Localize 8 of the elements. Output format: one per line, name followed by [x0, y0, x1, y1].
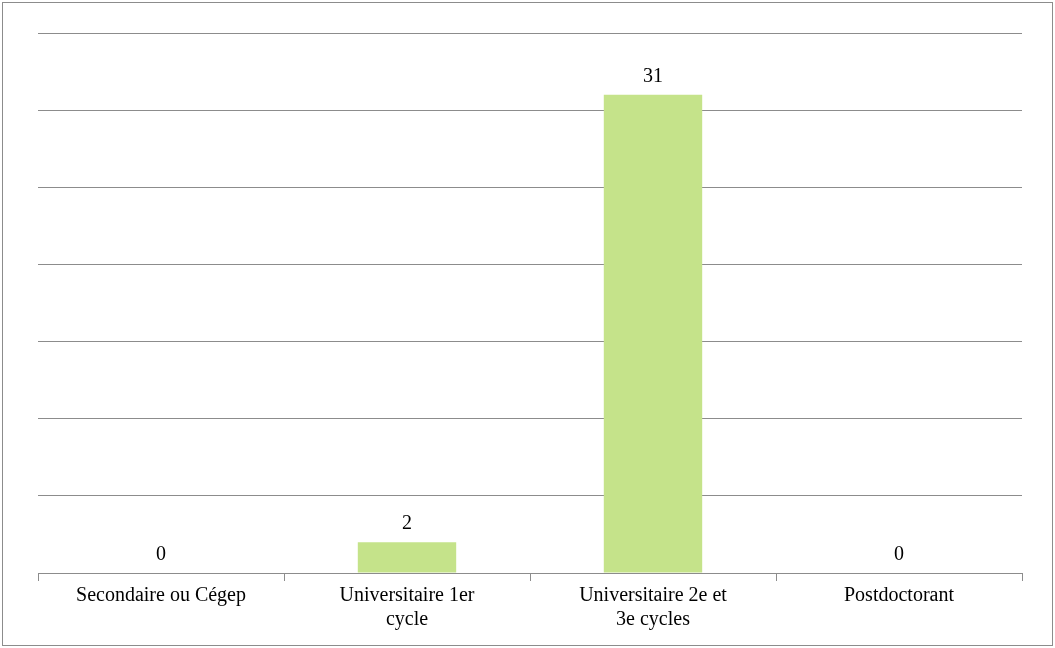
data-label: 31	[643, 63, 663, 86]
x-tick-label: Secondaire ou Cégep	[76, 583, 246, 607]
data-label: 0	[156, 542, 166, 565]
data-label: 2	[402, 511, 412, 534]
x-tick-label: Universitaire 1er cycle	[339, 583, 475, 631]
x-tick-label: Universitaire 2e et 3e cycles	[579, 583, 728, 631]
data-label: 0	[894, 542, 904, 565]
x-tick-label: Postdoctorant	[844, 583, 955, 606]
